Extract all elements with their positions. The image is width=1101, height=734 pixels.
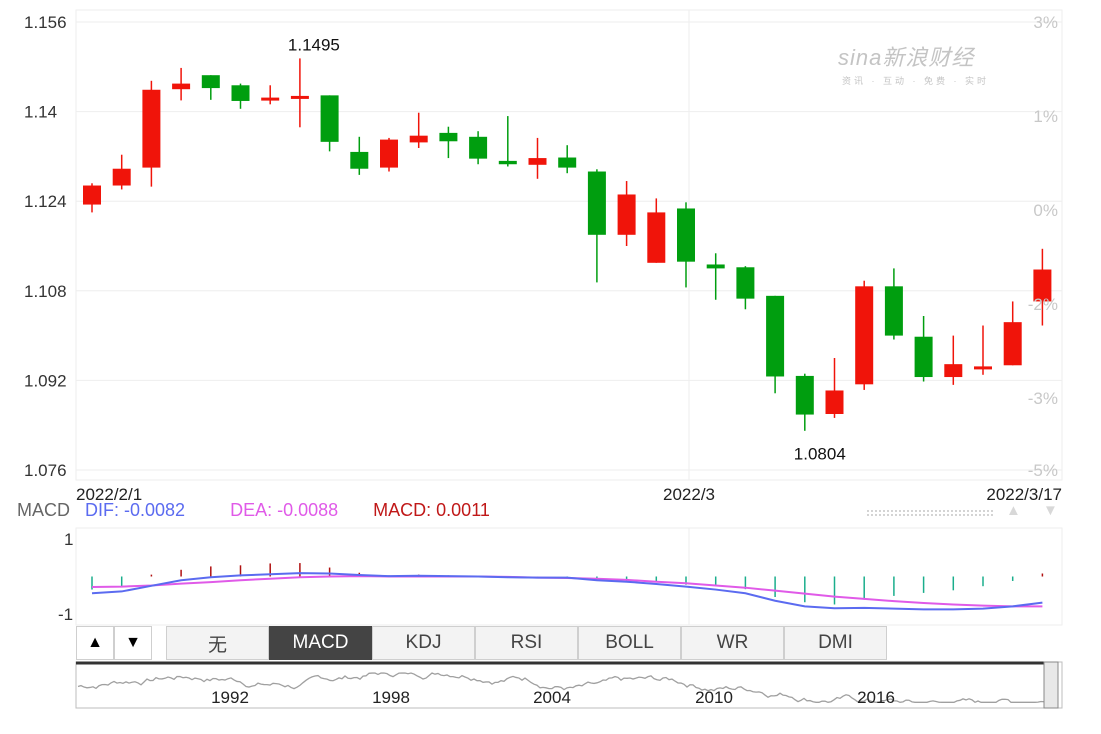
percent-axis: 3% 1% 0% -2% -3% -5% [1028,13,1058,480]
candle-body [706,264,725,269]
navigator-history-line [77,672,1045,704]
macd-indicator-name: MACD [17,500,70,520]
tab-none[interactable]: 无 [166,626,269,660]
price-tick-label: 1.14 [24,103,57,122]
panel-resize-handle[interactable] [866,509,994,517]
logo-subtext: 资讯 · 互动 · 免费 · 实时 [842,76,989,86]
macd-panel: 1 -1 [58,527,1063,626]
move-up-button[interactable]: ▲ [76,626,114,660]
price-tick-label: 1.156 [24,13,67,32]
dif-line [91,572,1043,611]
candlestick-series [83,58,1052,431]
price-tick-label: 1.108 [24,282,67,301]
macd-tick-label: 1 [64,530,73,549]
candle-body [825,390,844,414]
candle-body [974,366,992,370]
indicator-tabs: ▲ ▼ 无 MACD KDJ RSI BOLL WR DMI [76,626,887,660]
navigator-year-label: 1992 [211,688,249,707]
candle-body [914,336,933,378]
candle-body [201,75,220,89]
candle-body [677,208,695,262]
dea-line [91,575,1043,608]
candle-body [1033,269,1052,302]
navigator-year-label: 2004 [533,688,571,707]
navigator-range-handle [1043,661,1059,709]
panel-scroll-arrows: ▲ ▼ [1006,502,1058,519]
macd-legend: MACD DIF: -0.0082 DEA: -0.0088 MACD: 0.0… [17,500,500,521]
candle-body [320,95,339,142]
candle-body [884,286,903,336]
navigator-year-label: 2016 [857,688,895,707]
high-price-label: 1.1495 [288,35,340,54]
macd-value-legend: MACD: 0.0011 [373,500,490,520]
candle-body [409,135,428,143]
candle-body [795,375,814,415]
navigator-year-label: 1998 [372,688,410,707]
candle-body [766,295,785,377]
tab-dmi[interactable]: DMI [784,626,887,660]
move-down-button[interactable]: ▼ [114,626,152,660]
sina-finance-logo: sina新浪财经 资讯 · 互动 · 免费 · 实时 [838,40,989,87]
price-tick-label: 1.076 [24,461,67,480]
scroll-down-icon[interactable]: ▼ [1043,502,1058,519]
navigator-panel[interactable]: 1992 1998 2004 2010 2016 [75,661,1063,709]
candle-body [290,95,309,99]
candle-body [83,185,101,205]
dif-legend: DIF: -0.0082 [85,500,186,520]
candle-body [587,171,606,235]
candle-body [172,83,191,90]
date-axis: 2022/2/1 2022/3 2022/3/17 [76,485,1062,504]
candle-body [528,158,547,165]
tab-wr[interactable]: WR [681,626,784,660]
navigator-year-label: 2010 [695,688,733,707]
tab-macd[interactable]: MACD [269,626,372,660]
tab-rsi[interactable]: RSI [475,626,578,660]
percent-tick-label: -2% [1028,295,1058,314]
candle-body [380,139,398,168]
candle-body [142,89,161,168]
candle-body [558,157,577,168]
candle-body [350,151,369,169]
price-tick-label: 1.092 [24,371,67,390]
candle-body [261,97,280,101]
low-price-label: 1.0804 [794,444,846,463]
date-tick-label: 2022/3 [663,485,715,504]
price-axis: 1.156 1.14 1.124 1.108 1.092 1.076 [24,13,67,480]
percent-tick-label: 1% [1033,107,1058,126]
percent-tick-label: 0% [1033,201,1058,220]
percent-tick-label: 3% [1033,13,1058,32]
candle-body [855,286,874,385]
scroll-up-icon[interactable]: ▲ [1006,502,1021,519]
tab-kdj[interactable]: KDJ [372,626,475,660]
candle-body [231,85,250,101]
tab-boll[interactable]: BOLL [578,626,681,660]
logo-text: sina新浪财经 [838,45,975,70]
candle-body [1003,322,1022,366]
date-tick-label: 2022/3/17 [986,485,1062,504]
price-plot-border [75,9,1063,481]
candle-body [112,168,131,186]
price-annotations: 1.1495 1.0804 [288,35,846,463]
percent-tick-label: -3% [1028,389,1058,408]
candle-body [469,136,488,159]
navigator-frame [75,661,1063,709]
candle-body [498,160,517,165]
candle-body [439,132,458,142]
dea-legend: DEA: -0.0088 [230,500,339,520]
candle-body [736,267,755,299]
candle-body [617,194,636,235]
date-tick-label: 2022/2/1 [76,485,142,504]
candle-body [944,364,963,378]
price-tick-label: 1.124 [24,192,67,211]
candle-body [647,212,666,263]
macd-plot-border [75,527,1063,626]
percent-tick-label: -5% [1028,461,1058,480]
macd-tick-label: -1 [58,605,73,624]
